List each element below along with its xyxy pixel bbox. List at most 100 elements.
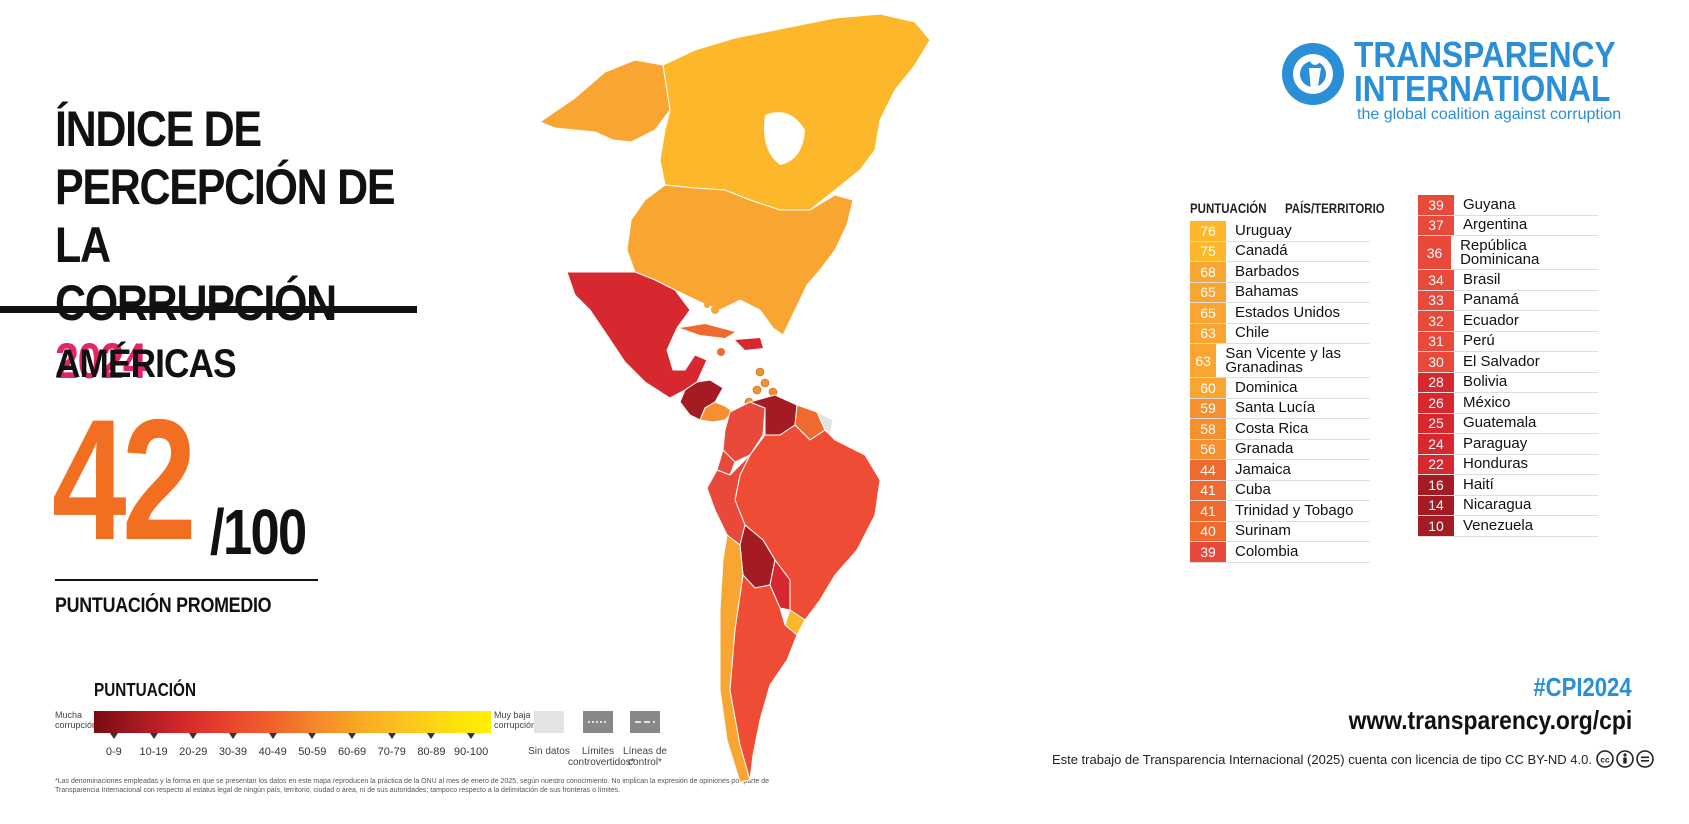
ranking-row: 63 Chile bbox=[1190, 323, 1370, 344]
ranking-country: Honduras bbox=[1463, 455, 1529, 473]
ranking-country: República Dominicana bbox=[1460, 236, 1540, 268]
legend-title: PUNTUACIÓN bbox=[94, 680, 196, 700]
map-region-mexico bbox=[566, 271, 708, 399]
ranking-score: 32 bbox=[1418, 311, 1454, 331]
ranking-score: 31 bbox=[1418, 331, 1454, 351]
ranking-country: Brasil bbox=[1463, 270, 1501, 288]
campaign-hashtag: #CPI2024 bbox=[1533, 672, 1632, 702]
ranking-score: 68 bbox=[1190, 262, 1226, 282]
average-score-label: PUNTUACIÓN PROMEDIO bbox=[55, 594, 272, 617]
logo-text-line-2: INTERNATIONAL bbox=[1354, 68, 1611, 109]
ranking-row: 37 Argentina bbox=[1418, 215, 1598, 236]
ranking-row: 33 Panamá bbox=[1418, 290, 1598, 311]
legend-tick bbox=[308, 733, 317, 739]
ranking-country: México bbox=[1463, 393, 1511, 411]
ranking-score: 65 bbox=[1190, 282, 1226, 302]
score-denominator: /100 bbox=[210, 496, 307, 568]
ranking-score: 56 bbox=[1190, 439, 1226, 459]
legend-tick bbox=[109, 733, 118, 739]
ranking-country: Santa Lucía bbox=[1235, 399, 1316, 417]
website-link[interactable]: www.transparency.org/cpi bbox=[1348, 705, 1632, 735]
ranking-score: 34 bbox=[1418, 270, 1454, 290]
ranking-row: 32 Ecuador bbox=[1418, 311, 1598, 332]
ranking-row: 14 Nicaragua bbox=[1418, 495, 1598, 516]
ranking-row: 39 Guyana bbox=[1418, 195, 1598, 216]
ranking-score: 36 bbox=[1418, 236, 1452, 269]
transparency-international-logo-icon bbox=[1282, 43, 1344, 105]
ranking-score: 16 bbox=[1418, 475, 1454, 495]
ranking-score: 10 bbox=[1418, 516, 1454, 536]
ranking-country: Colombia bbox=[1235, 542, 1299, 560]
title-divider bbox=[0, 306, 417, 313]
ranking-country: Trinidad y Tobago bbox=[1235, 501, 1354, 519]
title-line-2: PERCEPCIÓN DE LA bbox=[55, 159, 396, 273]
legend-bin-label: 90-100 bbox=[454, 746, 489, 758]
ranking-row: 10 Venezuela bbox=[1418, 516, 1598, 537]
map-water-hudson-bay bbox=[764, 112, 805, 165]
ranking-row: 76 Uruguay bbox=[1190, 221, 1370, 242]
map-region-argentina bbox=[729, 573, 798, 781]
legend-tick bbox=[268, 733, 277, 739]
region-name: AMÉRICAS bbox=[55, 342, 237, 386]
ranking-country: Costa Rica bbox=[1235, 419, 1309, 437]
legend-tick bbox=[228, 733, 237, 739]
legend-control-lines-label: Líneas de control* bbox=[623, 746, 667, 768]
legend-disputed-swatch bbox=[583, 711, 613, 733]
dashed-line-icon bbox=[635, 721, 655, 723]
legend-tick bbox=[387, 733, 396, 739]
ranking-country: Ecuador bbox=[1463, 311, 1519, 329]
ranking-country: Guatemala bbox=[1463, 414, 1537, 432]
legend-control-lines-swatch bbox=[630, 711, 660, 733]
table-header-country: PAÍS/TERRITORIO bbox=[1285, 200, 1385, 216]
map-region-canada bbox=[659, 13, 931, 211]
legend-bin-label: 20-29 bbox=[179, 746, 208, 758]
ranking-row: 58 Costa Rica bbox=[1190, 419, 1370, 440]
creative-commons-icon: cc bbox=[1596, 750, 1654, 768]
legend-tick bbox=[189, 733, 198, 739]
ranking-score: 59 bbox=[1190, 398, 1226, 418]
ranking-score: 76 bbox=[1190, 221, 1226, 241]
legend-tick bbox=[348, 733, 357, 739]
ranking-row: 30 El Salvador bbox=[1418, 352, 1598, 373]
ranking-row: 28 Bolivia bbox=[1418, 372, 1598, 393]
map-region-bahamas-2 bbox=[704, 302, 710, 308]
ranking-score: 44 bbox=[1190, 460, 1226, 480]
americas-map bbox=[538, 13, 931, 783]
ranking-row: 26 México bbox=[1418, 393, 1598, 414]
ranking-score: 39 bbox=[1190, 542, 1226, 562]
ranking-country: Dominica bbox=[1235, 378, 1298, 396]
ranking-row: 22 Honduras bbox=[1418, 454, 1598, 475]
ranking-country: Granada bbox=[1235, 440, 1294, 458]
ranking-score: 58 bbox=[1190, 419, 1226, 439]
average-score: 42 bbox=[52, 384, 197, 576]
legend-color-scale bbox=[94, 711, 491, 733]
map-region-jamaica bbox=[717, 348, 725, 356]
legend-bin-label: 50-59 bbox=[298, 746, 327, 758]
ranking-row: 41 Trinidad y Tobago bbox=[1190, 501, 1370, 522]
legend-bin-label: 40-49 bbox=[258, 746, 287, 758]
title-line-1: ÍNDICE DE bbox=[55, 101, 262, 157]
svg-text:cc: cc bbox=[1601, 756, 1610, 765]
ranking-row: 59 Santa Lucía bbox=[1190, 398, 1370, 419]
map-region-bahamas bbox=[711, 306, 719, 314]
ranking-row: 65 Bahamas bbox=[1190, 282, 1370, 303]
title-line-3: CORRUPCIÓN 2024 bbox=[55, 274, 399, 390]
legend-bin-label: 30-39 bbox=[218, 746, 248, 758]
ranking-country: Panamá bbox=[1463, 291, 1519, 309]
legend-low-label: Mucha corrupción bbox=[55, 710, 98, 730]
legend-high-label: Muy baja corrupción bbox=[494, 710, 537, 730]
ranking-row: 68 Barbados bbox=[1190, 262, 1370, 283]
title-year: 2024 bbox=[55, 333, 147, 389]
logo-tagline: the global coalition against corruption bbox=[1357, 106, 1622, 123]
ranking-score: 40 bbox=[1190, 521, 1226, 541]
ranking-score: 41 bbox=[1190, 501, 1226, 521]
ranking-country: El Salvador bbox=[1463, 352, 1540, 370]
map-region-alaska bbox=[538, 59, 671, 143]
ranking-row: 41 Cuba bbox=[1190, 480, 1370, 501]
ranking-row: 25 Guatemala bbox=[1418, 413, 1598, 434]
ranking-row: 36 República Dominicana bbox=[1418, 236, 1598, 270]
ranking-score: 75 bbox=[1190, 241, 1226, 261]
ranking-country: Chile bbox=[1235, 324, 1270, 342]
ranking-country: Venezuela bbox=[1463, 516, 1534, 534]
ranking-country: Haití bbox=[1463, 475, 1494, 493]
